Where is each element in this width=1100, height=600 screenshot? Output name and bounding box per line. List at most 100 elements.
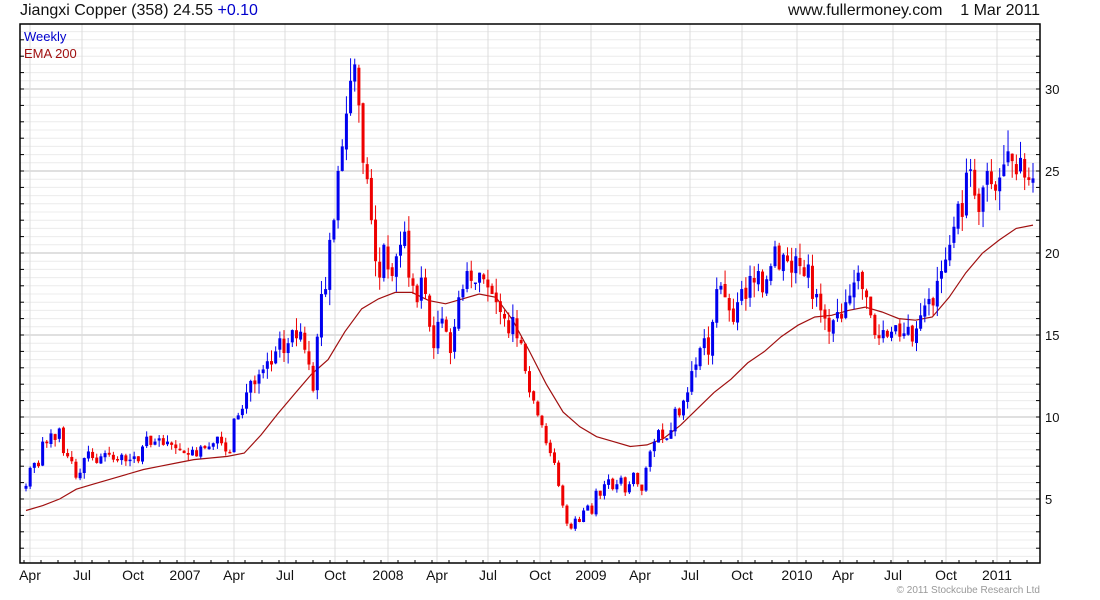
x-tick-label: Jul <box>276 567 294 583</box>
candle-body <box>116 459 120 461</box>
candle-body <box>719 285 723 290</box>
candle-body <box>906 326 910 335</box>
candle <box>1031 162 1035 193</box>
price-change: +0.10 <box>217 2 258 19</box>
candle-body <box>611 478 615 490</box>
candle-body <box>486 279 490 288</box>
candle-body <box>103 453 107 458</box>
candle <box>681 399 685 420</box>
x-tick-label: 2008 <box>372 567 403 583</box>
x-tick-label: 2011 <box>982 567 1012 583</box>
candle-body <box>552 452 556 463</box>
candle-body <box>357 67 361 106</box>
candle-body <box>615 484 619 490</box>
x-tick-label: Apr <box>629 567 651 583</box>
candle-body <box>515 318 519 339</box>
candle-body <box>939 271 943 279</box>
candle-body <box>161 438 165 445</box>
candle-body <box>245 392 249 409</box>
candle <box>399 231 403 268</box>
candle <box>448 328 452 365</box>
candle <box>765 275 769 296</box>
candle-body <box>53 434 57 440</box>
candle <box>290 329 294 347</box>
candle <box>561 484 565 508</box>
candle-body <box>540 415 544 426</box>
candle <box>627 481 631 495</box>
candle <box>419 266 423 309</box>
candle-body <box>598 490 602 496</box>
site-link[interactable]: www.fullermoney.com <box>788 2 943 19</box>
candle-body <box>935 280 939 307</box>
candle-body <box>86 451 90 459</box>
candle <box>86 445 90 462</box>
candle-body <box>582 510 586 523</box>
candle-body <box>141 446 145 462</box>
candle-body <box>806 264 810 278</box>
candle-body <box>865 290 869 298</box>
candle <box>865 288 869 309</box>
candle-body <box>910 325 914 342</box>
candle <box>898 319 902 342</box>
candle <box>249 379 253 402</box>
candle-body <box>469 270 473 281</box>
candle <box>969 158 973 187</box>
candle-body <box>95 457 99 463</box>
candle-body <box>869 296 873 316</box>
candle <box>548 439 552 457</box>
candle-body <box>319 294 323 338</box>
candle <box>540 414 544 428</box>
candle-body <box>964 172 968 216</box>
candle-body <box>748 275 752 298</box>
candle <box>174 440 178 454</box>
x-tick-label: Jul <box>884 567 902 583</box>
candle-body <box>919 315 923 329</box>
candle <box>423 268 427 300</box>
candle <box>769 263 773 286</box>
candle <box>665 438 669 441</box>
candle <box>1002 145 1006 177</box>
candle-body <box>835 312 839 319</box>
candle <box>41 437 45 467</box>
candle <box>170 441 174 450</box>
candle <box>819 283 823 323</box>
candle <box>415 283 419 308</box>
candle-body <box>898 323 902 337</box>
candle-body <box>844 302 848 318</box>
candle-body <box>931 298 935 306</box>
candle <box>328 232 332 306</box>
candle-body <box>994 184 998 191</box>
candle <box>91 448 95 461</box>
candle-body <box>178 448 182 451</box>
candle-body <box>107 452 111 455</box>
candle <box>53 433 57 447</box>
y-tick-label: 5 <box>1045 492 1052 507</box>
candle <box>365 157 369 184</box>
x-tick-label: Apr <box>223 567 245 583</box>
candle <box>203 445 207 450</box>
candle-body <box>927 298 931 305</box>
candle <box>860 270 864 300</box>
candle <box>57 427 61 443</box>
candle <box>952 216 956 249</box>
candle <box>503 309 507 327</box>
candle-body <box>286 343 290 354</box>
candle <box>939 260 943 294</box>
candle <box>740 280 744 306</box>
candle <box>257 369 261 394</box>
candle <box>436 310 440 355</box>
candle-body <box>902 333 906 337</box>
candle-body <box>736 302 740 323</box>
candle <box>74 458 78 480</box>
candle-body <box>944 259 948 273</box>
candle-body <box>165 441 169 445</box>
candle-body <box>361 103 365 163</box>
candle-body <box>848 295 852 304</box>
candle <box>698 346 702 371</box>
candle <box>831 318 835 342</box>
candle <box>744 277 748 311</box>
candle-body <box>120 454 124 461</box>
x-tick-label: Oct <box>731 567 753 583</box>
candle <box>511 304 515 343</box>
